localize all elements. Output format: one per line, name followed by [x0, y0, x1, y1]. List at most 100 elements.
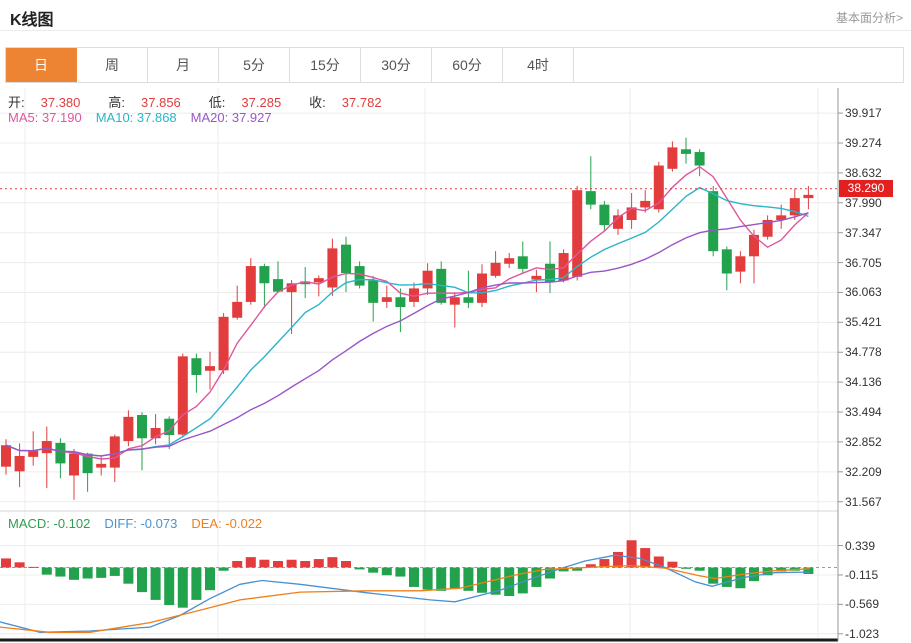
ohlc-value: 37.856	[141, 95, 181, 110]
macd-bar	[517, 567, 528, 594]
candle	[150, 428, 161, 439]
macd-bar	[640, 548, 651, 568]
macd-bar	[708, 567, 719, 584]
ohlc-value: 37.380	[40, 95, 81, 110]
macd-item: MACD: -0.102	[8, 516, 91, 531]
tab-60min[interactable]: 60分	[432, 48, 503, 82]
candle	[300, 281, 311, 285]
candle	[572, 190, 583, 277]
candle	[313, 278, 324, 283]
candle	[354, 266, 365, 286]
macd-bar	[381, 567, 392, 576]
macd-bar	[504, 567, 515, 597]
candle	[721, 249, 732, 274]
tab-15min[interactable]: 15分	[290, 48, 361, 82]
candle	[803, 194, 814, 199]
macd-bar	[109, 567, 120, 576]
tab-week[interactable]: 周	[77, 48, 148, 82]
tab-30min[interactable]: 30分	[361, 48, 432, 82]
candle	[789, 198, 800, 216]
candle	[409, 288, 419, 302]
candle	[341, 244, 351, 274]
macd-bar	[286, 559, 297, 568]
period-tabbar: 日周月 5分 15分 30分 60分 4时	[5, 47, 904, 83]
macd-bar	[313, 559, 324, 568]
macd-bar	[409, 567, 419, 587]
candle	[735, 256, 746, 272]
macd-bar	[150, 567, 161, 600]
candle	[626, 207, 637, 220]
current-price-badge: 38.290	[839, 180, 893, 198]
candle	[232, 301, 243, 318]
macd-bar	[123, 567, 134, 584]
candle	[14, 455, 25, 472]
ohlc-value: 37.285	[241, 95, 282, 110]
candle	[422, 270, 433, 289]
macd-bar	[245, 557, 256, 568]
price-tick-label: 36.705	[845, 255, 882, 270]
tab-4hour[interactable]: 4时	[503, 48, 574, 82]
macd-bar	[69, 567, 79, 580]
macd-bar	[232, 561, 243, 568]
macd-tick-label: -1.023	[845, 626, 880, 641]
macd-bar	[14, 562, 25, 568]
candle	[667, 147, 678, 169]
candle	[531, 275, 542, 280]
ohlc-value: 37.782	[341, 95, 382, 110]
price-tick-label: 37.347	[845, 225, 882, 240]
macd-bar	[1, 558, 11, 568]
ma20-line	[5, 212, 809, 457]
candle	[368, 280, 379, 303]
ohlc-item: 收: 37.782	[309, 95, 395, 110]
candle	[749, 234, 759, 257]
ma-item: MA10: 37.868	[95, 110, 177, 125]
candle	[613, 215, 623, 229]
macd-tick-label: -0.569	[845, 597, 880, 612]
price-tick-label: 33.494	[845, 405, 882, 420]
tab-month[interactable]: 月	[148, 48, 219, 82]
macd-item: DEA: -0.022	[191, 516, 263, 531]
macd-bar	[694, 567, 705, 571]
ohlc-item: 低: 37.285	[209, 95, 295, 110]
macd-tick-label: -0.115	[845, 567, 879, 582]
candle	[55, 442, 66, 464]
macd-bar	[490, 567, 501, 595]
ohlc-label: 开:	[8, 95, 25, 110]
ohlc-label: 高:	[108, 95, 126, 110]
macd-bar	[28, 566, 39, 568]
macd-bar	[463, 567, 474, 591]
candle	[109, 436, 120, 468]
fundamental-analysis-link[interactable]: 基本面分析>	[835, 11, 903, 25]
macd-bar	[599, 559, 610, 568]
macd-bar	[137, 567, 147, 593]
ohlc-info-line: 开: 37.380 高: 37.856 低: 37.285 收: 37.782	[8, 92, 410, 111]
candle	[164, 418, 175, 436]
macd-bar	[626, 540, 637, 568]
macd-bar	[572, 567, 583, 571]
tab-day[interactable]: 日	[6, 48, 77, 82]
candle	[41, 441, 52, 454]
macd-bar	[436, 567, 447, 591]
price-tick-label: 39.274	[845, 136, 882, 151]
candle	[286, 283, 297, 293]
price-tick-label: 34.136	[845, 375, 882, 390]
candle	[245, 266, 256, 302]
price-tick-label: 32.209	[845, 464, 882, 479]
ma10-line	[5, 186, 809, 457]
macd-bar	[667, 561, 678, 568]
macd-bar	[368, 567, 379, 573]
macd-bar	[327, 557, 338, 568]
macd-bar	[354, 567, 365, 570]
tab-5min[interactable]: 5分	[219, 48, 290, 82]
macd-bar	[558, 567, 569, 572]
ma-item: MA20: 37.927	[190, 110, 272, 125]
candle	[585, 191, 596, 205]
diff-line	[0, 554, 811, 633]
candle	[776, 215, 787, 220]
candle	[653, 165, 664, 210]
candle	[96, 463, 107, 468]
price-tick-label: 38.632	[845, 165, 882, 180]
candle	[381, 297, 392, 302]
candle	[69, 453, 79, 476]
